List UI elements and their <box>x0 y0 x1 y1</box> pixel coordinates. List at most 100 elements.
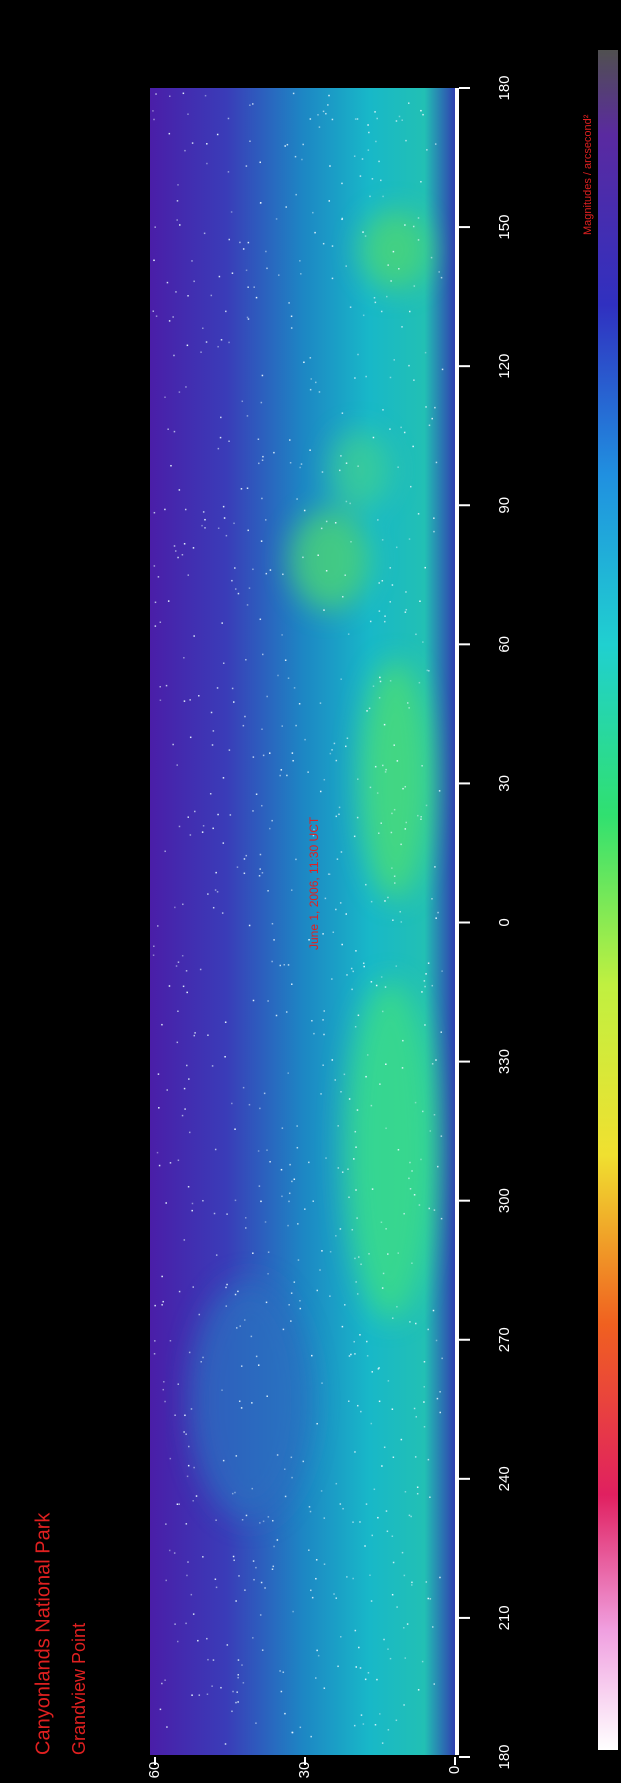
star <box>165 1580 167 1582</box>
star <box>256 297 257 299</box>
star <box>294 1281 296 1283</box>
star <box>380 681 382 683</box>
star <box>241 1365 243 1367</box>
star <box>310 1511 312 1513</box>
star <box>246 270 248 272</box>
star <box>179 1291 181 1293</box>
star <box>184 700 186 702</box>
star <box>154 226 156 228</box>
star <box>399 116 401 118</box>
star <box>382 580 384 582</box>
star <box>193 281 195 283</box>
azimuth-tick-label: 330 <box>496 1049 513 1074</box>
star <box>368 1672 370 1674</box>
star <box>391 832 393 834</box>
star <box>226 535 228 537</box>
star <box>188 574 190 576</box>
star <box>258 1150 260 1152</box>
star <box>186 970 188 972</box>
star <box>432 1626 434 1628</box>
star <box>336 1483 338 1485</box>
star <box>424 1386 426 1388</box>
star <box>291 1477 293 1479</box>
star <box>371 901 373 903</box>
star <box>213 730 215 732</box>
star <box>238 1659 240 1661</box>
star <box>355 950 357 952</box>
star <box>428 670 430 672</box>
star <box>260 854 262 856</box>
sky-brightness-panorama: Canyonlands National Park Grandview Poin… <box>0 0 621 1783</box>
star <box>425 973 427 975</box>
star <box>186 1523 188 1525</box>
star <box>300 273 302 275</box>
star <box>323 1034 325 1036</box>
star <box>338 814 340 816</box>
star <box>193 1613 195 1615</box>
star <box>253 1560 255 1562</box>
star <box>164 1401 166 1403</box>
star <box>217 346 219 348</box>
star <box>266 1149 268 1151</box>
colorbar <box>598 50 618 1750</box>
star <box>277 1454 279 1456</box>
star <box>291 316 293 318</box>
star <box>205 95 207 97</box>
star <box>269 828 271 830</box>
star <box>231 1711 233 1713</box>
star <box>422 114 424 116</box>
star <box>334 743 336 745</box>
star <box>225 1021 227 1023</box>
star <box>249 925 251 927</box>
star <box>183 1431 185 1433</box>
star <box>377 519 379 521</box>
star <box>309 449 311 451</box>
star <box>379 677 381 679</box>
star <box>367 1355 369 1357</box>
star <box>211 1685 213 1687</box>
star <box>411 1170 413 1172</box>
star <box>379 1713 381 1715</box>
star <box>418 217 420 219</box>
star <box>228 441 230 443</box>
star <box>291 1181 293 1183</box>
star <box>261 729 263 731</box>
star <box>253 286 255 288</box>
star <box>235 1200 237 1202</box>
star <box>427 1329 429 1331</box>
star <box>324 1687 326 1689</box>
star <box>206 163 208 165</box>
star <box>346 501 348 503</box>
star <box>300 1727 302 1729</box>
star <box>315 1677 317 1679</box>
star <box>400 427 402 429</box>
star <box>175 291 177 293</box>
star <box>422 1661 424 1663</box>
star <box>378 1367 380 1369</box>
star <box>249 587 251 589</box>
star <box>385 1128 387 1130</box>
star <box>377 792 379 794</box>
star <box>412 446 414 448</box>
star <box>376 985 378 987</box>
star <box>342 1326 344 1328</box>
star <box>292 1732 294 1734</box>
star <box>236 1691 238 1693</box>
star <box>405 828 407 830</box>
star <box>226 1284 228 1286</box>
star <box>378 832 380 834</box>
star <box>361 1714 363 1716</box>
star <box>409 1321 411 1323</box>
star <box>386 296 388 298</box>
star <box>200 1361 202 1363</box>
star <box>359 1521 361 1523</box>
star <box>234 1492 236 1494</box>
star <box>436 462 438 464</box>
star <box>176 219 178 221</box>
star <box>393 744 395 746</box>
star <box>288 964 290 966</box>
star <box>265 251 267 253</box>
star <box>353 1341 355 1343</box>
star <box>379 697 381 699</box>
star <box>207 893 209 895</box>
